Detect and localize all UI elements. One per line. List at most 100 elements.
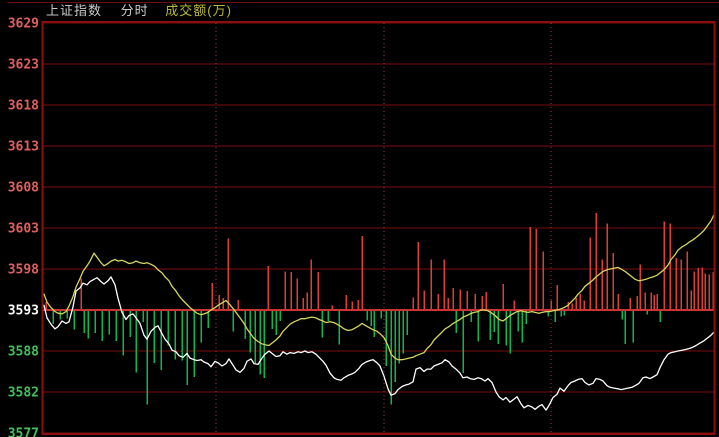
volume-bar bbox=[542, 251, 544, 310]
volume-bar bbox=[583, 300, 585, 310]
volume-bar bbox=[94, 310, 96, 333]
volume-bar bbox=[200, 310, 202, 343]
volume-bar bbox=[606, 223, 608, 310]
volume-bar bbox=[122, 310, 124, 356]
y-axis-label: 3629 bbox=[8, 17, 39, 32]
y-axis-label: 3608 bbox=[8, 181, 39, 196]
volume-bar bbox=[290, 272, 292, 310]
volume-bar bbox=[227, 238, 229, 310]
volume-bar bbox=[505, 310, 507, 346]
volume-bar bbox=[697, 268, 699, 310]
volume-bar bbox=[686, 251, 688, 310]
volume-bar bbox=[321, 310, 323, 338]
volume-bar bbox=[45, 302, 47, 310]
volume-bar bbox=[275, 310, 277, 336]
volume-bar bbox=[704, 273, 706, 310]
volume-bar bbox=[271, 310, 273, 329]
volume-bar bbox=[338, 310, 340, 345]
volume-bar bbox=[563, 310, 565, 316]
y-axis-label: 3577 bbox=[8, 427, 39, 437]
y-axis-label: 3623 bbox=[8, 58, 39, 73]
y-axis-label: 3618 bbox=[8, 99, 39, 114]
volume-bar bbox=[517, 310, 519, 332]
volume-bar bbox=[394, 310, 396, 382]
volume-bar bbox=[621, 310, 623, 320]
volume-bar bbox=[601, 259, 603, 310]
volume-bar bbox=[547, 310, 549, 317]
volume-bar bbox=[83, 310, 85, 333]
y-axis-label: 3613 bbox=[8, 140, 39, 155]
volume-bar bbox=[489, 310, 491, 340]
volume-bar bbox=[361, 235, 363, 310]
volume-bar bbox=[497, 310, 499, 344]
volume-bar bbox=[167, 310, 169, 346]
volume-bar bbox=[595, 213, 597, 310]
volume-bar bbox=[481, 295, 483, 310]
y-axis-label: 3588 bbox=[8, 345, 39, 360]
volume-bar bbox=[153, 310, 155, 363]
volume-bar bbox=[513, 300, 515, 310]
volume-bar bbox=[296, 278, 298, 310]
volume-bar bbox=[222, 298, 224, 310]
volume-bar bbox=[351, 301, 353, 310]
volume-bar bbox=[470, 310, 472, 322]
volume-bar bbox=[502, 283, 504, 310]
volume-bar bbox=[443, 259, 445, 310]
volume-bar bbox=[267, 265, 269, 310]
volume-bar bbox=[669, 223, 671, 310]
volume-bar bbox=[101, 310, 103, 341]
volume-bar bbox=[402, 310, 404, 354]
volume-bar bbox=[653, 295, 655, 310]
volume-bar bbox=[108, 310, 110, 335]
volume-bar bbox=[373, 310, 375, 337]
volume-bar bbox=[447, 298, 449, 310]
volume-bar bbox=[639, 264, 641, 310]
volume-bar bbox=[232, 310, 234, 332]
volume-bar bbox=[370, 310, 372, 326]
volume-bar bbox=[181, 310, 183, 361]
volume-bar bbox=[406, 310, 408, 336]
volume-bar bbox=[521, 310, 523, 343]
volume-bar bbox=[556, 284, 558, 310]
volume-bar bbox=[211, 283, 213, 310]
volume-bar bbox=[160, 310, 162, 370]
volume-bar bbox=[249, 310, 251, 353]
volume-bar bbox=[567, 302, 569, 310]
volume-bar bbox=[279, 310, 281, 322]
volume-bar bbox=[412, 297, 414, 310]
volume-bar bbox=[708, 274, 710, 310]
volume-bar bbox=[680, 259, 682, 310]
volume-bar bbox=[535, 228, 537, 310]
volume-bar bbox=[218, 295, 220, 310]
volume-bar bbox=[73, 310, 75, 330]
volume-bar bbox=[52, 310, 54, 325]
y-axis-label: 3603 bbox=[8, 222, 39, 237]
volume-bar bbox=[80, 278, 82, 310]
volume-bar bbox=[690, 290, 692, 310]
chart-border bbox=[41, 21, 716, 435]
y-axis-label: 3582 bbox=[8, 386, 39, 401]
volume-bar bbox=[135, 310, 137, 373]
volume-bar bbox=[612, 253, 614, 310]
volume-bar bbox=[345, 295, 347, 310]
volume-bar bbox=[385, 310, 387, 366]
volume-bar bbox=[466, 291, 468, 310]
volume-bar bbox=[550, 300, 552, 310]
volume-bar bbox=[317, 272, 319, 310]
volume-bar bbox=[452, 287, 454, 310]
volume-bar bbox=[331, 305, 333, 310]
volume-bar bbox=[174, 310, 176, 360]
volume-bar bbox=[474, 294, 476, 310]
volume-bar bbox=[636, 295, 638, 310]
volume-bar bbox=[357, 299, 359, 310]
volume-bar bbox=[193, 310, 195, 378]
volume-bar bbox=[493, 310, 495, 333]
volume-bar bbox=[115, 310, 117, 341]
volume-bar bbox=[579, 294, 581, 310]
volume-bar bbox=[437, 294, 439, 310]
volume-bar bbox=[571, 303, 573, 310]
volume-bar bbox=[712, 272, 714, 310]
volume-bar bbox=[306, 292, 308, 310]
